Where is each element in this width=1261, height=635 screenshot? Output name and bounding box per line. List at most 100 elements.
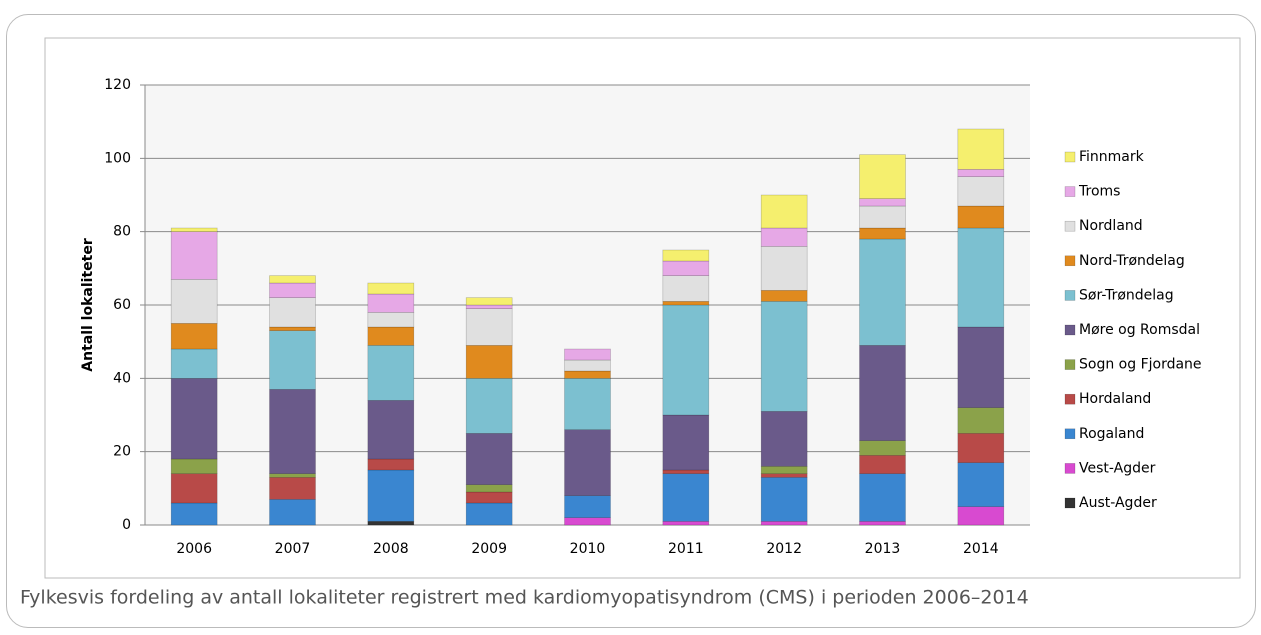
- bar-segment: [170, 323, 218, 350]
- bar-segment: [269, 297, 316, 328]
- bar-segment: [269, 473, 316, 478]
- legend-label: Rogaland: [1079, 426, 1144, 442]
- card: [6, 14, 1256, 628]
- legend-swatch: [1064, 359, 1076, 370]
- bar-segment: [367, 458, 415, 471]
- y-axis-label: Antall lokaliteter: [80, 238, 96, 372]
- bar-segment: [465, 433, 513, 485]
- legend-label: Nordland: [1079, 218, 1143, 234]
- legend-label: Vest-Agder: [1079, 460, 1156, 476]
- bar-segment: [465, 308, 513, 346]
- bar-segment: [269, 275, 316, 284]
- bar-segment: [269, 282, 316, 298]
- bar-segment: [367, 521, 415, 526]
- bar-segment: [269, 499, 316, 526]
- bar-segment: [564, 359, 611, 372]
- bar-segment: [662, 521, 710, 526]
- bar-segment: [662, 275, 710, 302]
- bar-segment: [859, 154, 906, 199]
- bar-segment: [760, 194, 808, 229]
- bar-segment: [662, 469, 710, 474]
- legend-label: Sogn og Fjordane: [1079, 357, 1202, 373]
- legend-swatch: [1064, 324, 1076, 336]
- bar-segment: [957, 227, 1005, 328]
- bar-segment: [367, 312, 415, 328]
- bar-segment: [564, 378, 611, 430]
- bar-segment: [662, 414, 710, 471]
- x-tick-label: 2013: [865, 541, 901, 557]
- x-tick-label: 2010: [570, 541, 606, 557]
- bar-segment: [859, 473, 906, 522]
- bar-segment: [859, 455, 906, 474]
- bar-segment: [170, 348, 218, 379]
- bar-segment: [957, 506, 1005, 526]
- legend-swatch: [1064, 497, 1076, 509]
- bar-segment: [859, 227, 906, 240]
- bar-segment: [957, 433, 1005, 463]
- bar-segment: [367, 469, 415, 522]
- legend-label: Møre og Romsdal: [1079, 322, 1200, 338]
- bar-segment: [269, 389, 316, 474]
- legend-swatch: [1064, 220, 1076, 232]
- bar-segment: [564, 348, 611, 361]
- bar-segment: [760, 521, 808, 526]
- bar-segment: [760, 301, 808, 412]
- x-tick-label: 2012: [766, 541, 802, 557]
- legend-label: Nord-Trøndelag: [1079, 253, 1185, 269]
- legend-label: Hordaland: [1079, 391, 1151, 407]
- legend-swatch: [1064, 186, 1076, 197]
- bar-segment: [170, 473, 218, 504]
- bar-segment: [170, 279, 218, 324]
- legend-swatch: [1064, 463, 1076, 474]
- bar-segment: [859, 198, 906, 207]
- x-tick-label: 2006: [176, 541, 212, 557]
- bar-segment: [465, 378, 513, 434]
- x-tick-label: 2011: [668, 541, 704, 557]
- bar-segment: [465, 345, 513, 379]
- legend-label: Finnmark: [1079, 149, 1145, 165]
- legend-swatch: [1064, 428, 1076, 440]
- bar-segment: [760, 466, 808, 474]
- bar-segment: [367, 400, 415, 460]
- y-tick-label: 120: [104, 77, 131, 93]
- bar-segment: [564, 495, 611, 518]
- bar-segment: [760, 227, 808, 247]
- bar-segment: [465, 304, 513, 309]
- bar-segment: [957, 205, 1005, 229]
- bar-segment: [269, 477, 316, 500]
- bar-segment: [957, 169, 1005, 177]
- x-tick-label: 2008: [373, 541, 409, 557]
- bar-segment: [859, 238, 906, 346]
- bar-segment: [170, 458, 218, 474]
- x-tick-label: 2007: [275, 541, 311, 557]
- bar-segment: [465, 484, 513, 493]
- y-tick-label: 0: [122, 517, 131, 533]
- bar-segment: [564, 429, 611, 496]
- bar-segment: [760, 246, 808, 291]
- y-tick-label: 20: [113, 444, 131, 460]
- bar-segment: [957, 407, 1005, 434]
- bar-segment: [662, 249, 710, 262]
- bar-segment: [957, 176, 1005, 207]
- bar-segment: [957, 128, 1005, 170]
- y-tick-label: 80: [113, 224, 131, 240]
- bar-segment: [564, 370, 611, 379]
- bar-segment: [760, 477, 808, 522]
- bar-segment: [170, 227, 218, 232]
- caption: Fylkesvis fordeling av antall lokalitete…: [20, 587, 1029, 609]
- bar-segment: [367, 293, 415, 313]
- y-tick-label: 100: [104, 150, 131, 166]
- bar-segment: [662, 473, 710, 522]
- x-tick-label: 2009: [471, 541, 507, 557]
- bar-segment: [760, 473, 808, 478]
- bar-segment: [367, 282, 415, 295]
- y-tick-label: 60: [113, 297, 131, 313]
- bar-segment: [957, 326, 1005, 408]
- bar-segment: [367, 345, 415, 401]
- bar-segment: [760, 411, 808, 467]
- bar-segment: [859, 205, 906, 229]
- x-tick-label: 2014: [963, 541, 999, 557]
- legend-swatch: [1064, 151, 1076, 163]
- bar-segment: [662, 304, 710, 416]
